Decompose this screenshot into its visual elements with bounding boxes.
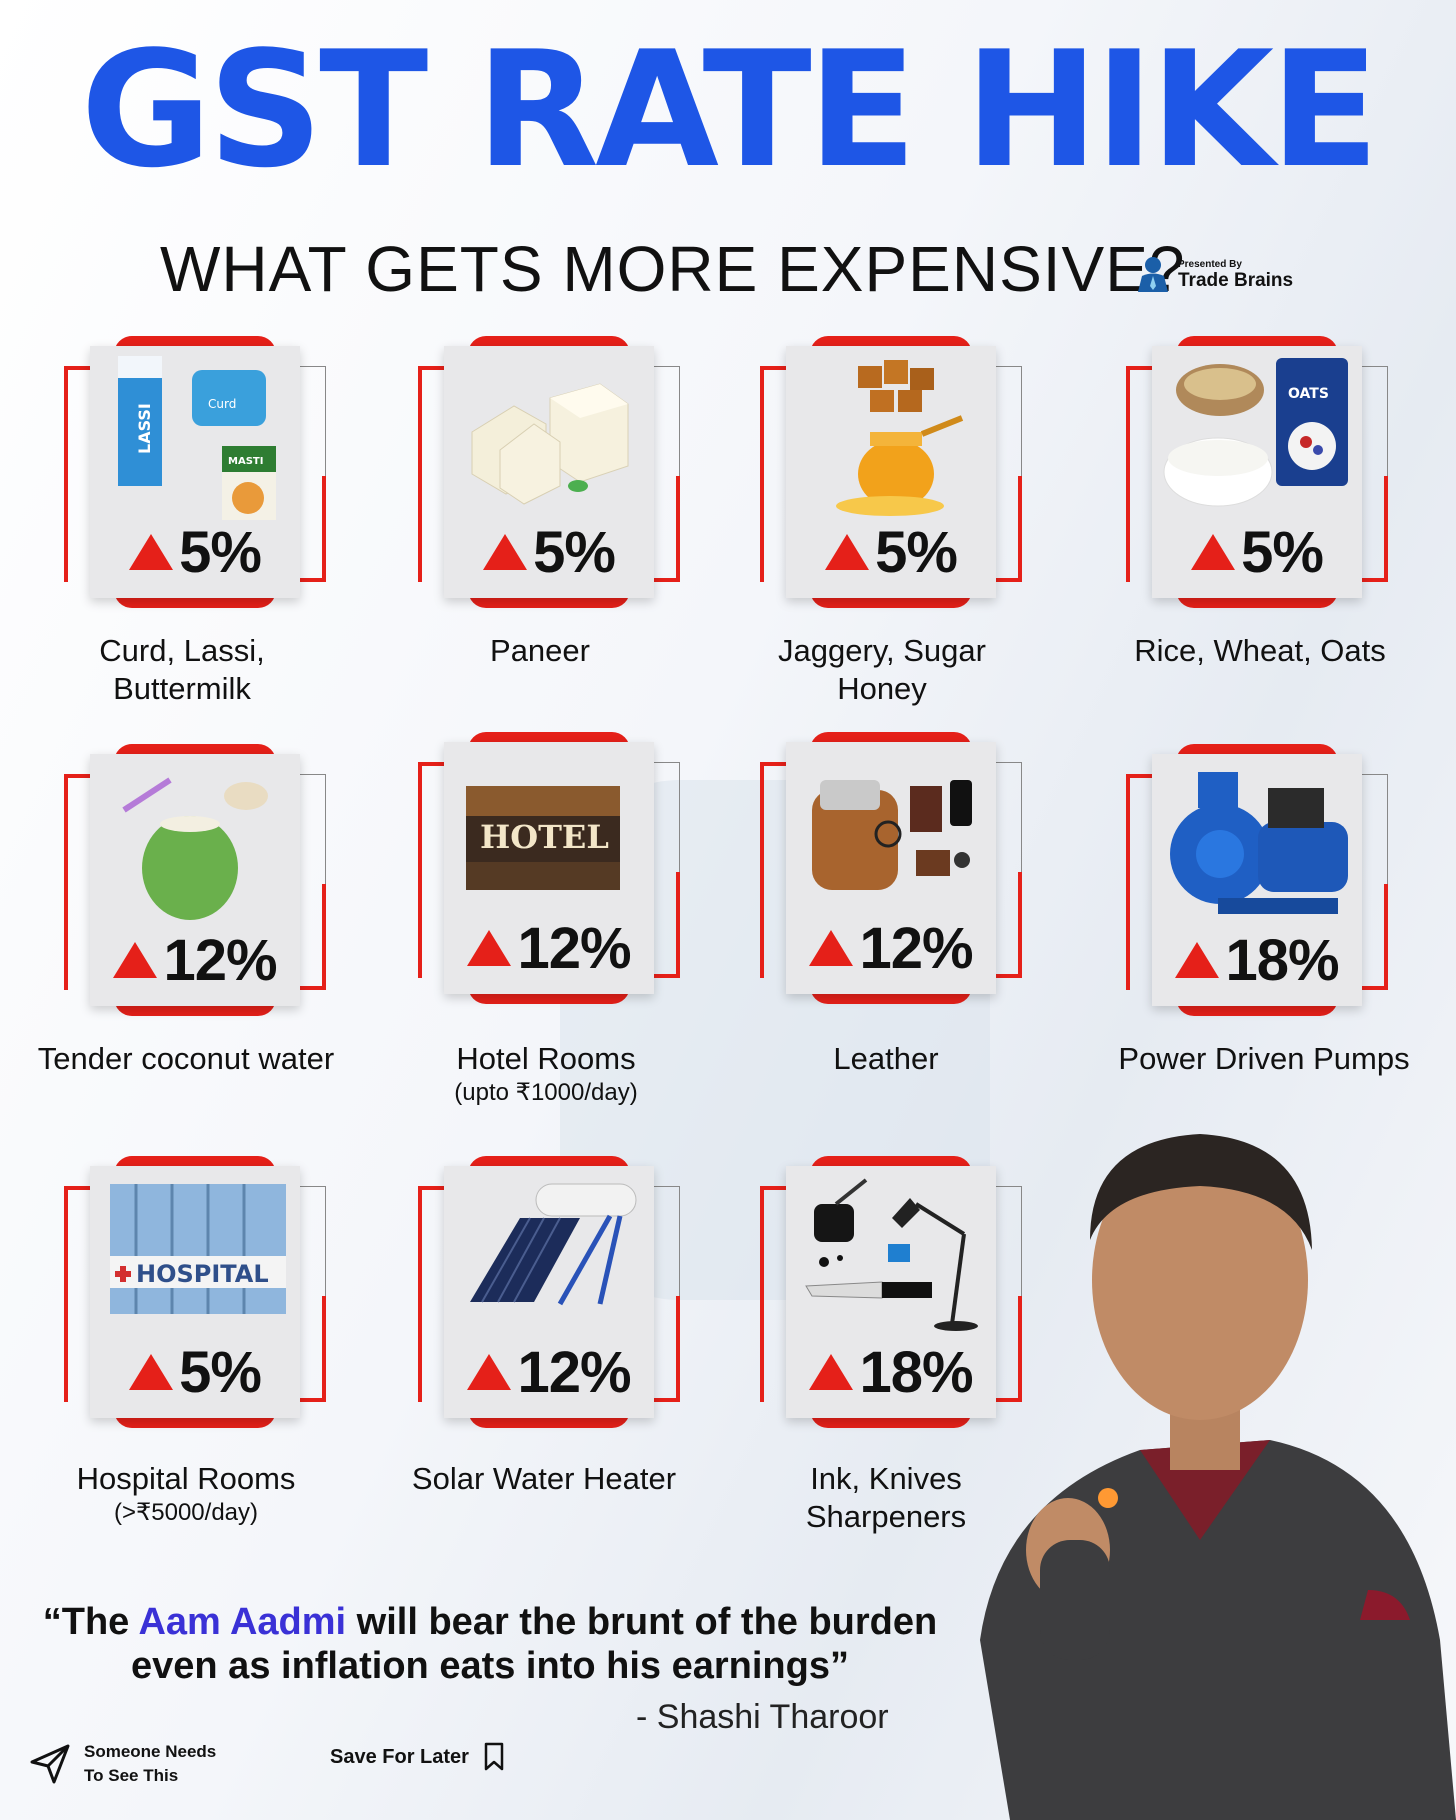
leather-bag-icon [812, 780, 972, 890]
send-icon [30, 1744, 70, 1784]
item-label-sub: (upto ₹1000/day) [454, 1079, 638, 1106]
item-label: Ink, Knives Sharpeners [805, 1461, 967, 1534]
quote-text: “The Aam Aadmi will bear the brunt of th… [40, 1600, 940, 1688]
coconut-icon [122, 777, 268, 920]
item-label-main: Hospital Rooms [76, 1461, 296, 1496]
item-card: OATS 5% [1126, 336, 1388, 608]
rate-value: 5% [1241, 519, 1324, 585]
rate-display: 12% [454, 916, 644, 981]
ink-knife-lamp-icon [805, 1178, 978, 1331]
save-button[interactable]: Save For Later [330, 1742, 505, 1772]
trade-brains-logo-icon [1138, 257, 1168, 292]
item-card: 5% [760, 336, 1022, 608]
item-label: Solar Water Heater [411, 1461, 677, 1496]
hotel-sign-icon: HOTEL [466, 786, 620, 890]
item-label: Rice, Wheat, Oats [1134, 633, 1386, 668]
rate-display: 12% [796, 916, 986, 981]
item-label: Leather [833, 1041, 939, 1076]
rate-display: 5% [796, 520, 986, 585]
item-label: Power Driven Pumps [1118, 1041, 1410, 1076]
svg-text:LASSI: LASSI [135, 403, 154, 454]
quote-attribution: - Shashi Tharoor [636, 1698, 889, 1736]
share-line-1: Someone Needs [84, 1742, 217, 1761]
share-button[interactable]: Someone Needs To See This [28, 1740, 216, 1788]
rate-value: 5% [533, 519, 616, 585]
item-card: LASSI Curd MASTI 5% [64, 336, 326, 608]
save-label: Save For Later [330, 1745, 469, 1768]
brand-name: Trade Brains [1178, 269, 1294, 291]
up-arrow-icon [483, 534, 528, 570]
item-card: 12% [760, 732, 1022, 1004]
up-arrow-icon [467, 1354, 512, 1390]
rate-value: 18% [859, 1339, 973, 1405]
up-arrow-icon [825, 534, 870, 570]
up-arrow-icon [113, 942, 158, 978]
rate-value: 12% [517, 915, 631, 981]
rate-value: 5% [875, 519, 958, 585]
up-arrow-icon [1175, 942, 1220, 978]
quote-open: “The [42, 1601, 139, 1643]
item-label: Hotel Rooms (upto ₹1000/day) [396, 1040, 696, 1108]
item-label: Curd, Lassi, Buttermilk [99, 633, 265, 706]
item-card: 5% [418, 336, 680, 608]
solar-heater-icon [470, 1183, 637, 1306]
brand-badge: Presented By Trade Brains [1136, 256, 1293, 294]
svg-text:Curd: Curd [208, 397, 236, 411]
item-card: 18% [760, 1156, 1022, 1428]
item-label: Hospital Rooms (>₹5000/day) [36, 1460, 336, 1528]
rate-display: 5% [100, 1340, 290, 1405]
up-arrow-icon [129, 534, 174, 570]
dairy-packs-icon: LASSI Curd MASTI [118, 356, 276, 520]
item-card: 18% [1126, 744, 1388, 1016]
rate-value: 5% [179, 519, 262, 585]
rate-display: 12% [100, 928, 290, 993]
paneer-cubes-icon [471, 383, 629, 505]
rate-display: 5% [100, 520, 290, 585]
rate-display: 18% [1162, 928, 1352, 993]
svg-text:HOSPITAL: HOSPITAL [136, 1260, 269, 1288]
quote-highlight: Aam Aadmi [138, 1601, 347, 1643]
item-card: HOSPITAL 5% [64, 1156, 326, 1428]
up-arrow-icon [129, 1354, 174, 1390]
item-card: 12% [64, 744, 326, 1016]
item-label-sub: (>₹5000/day) [113, 1499, 259, 1526]
speaker-photo [980, 1134, 1456, 1820]
svg-text:OATS: OATS [1288, 386, 1329, 402]
item-label: Jaggery, Sugar Honey [778, 633, 986, 706]
svg-text:MASTI: MASTI [228, 456, 263, 467]
item-label-main: Hotel Rooms [456, 1041, 636, 1076]
rate-display: 5% [454, 520, 644, 585]
hospital-building-icon: HOSPITAL [110, 1184, 286, 1314]
water-pump-icon [1170, 772, 1348, 914]
honey-jaggery-icon [836, 360, 964, 516]
up-arrow-icon [467, 930, 512, 966]
up-arrow-icon [809, 930, 854, 966]
item-label: Tender coconut water [37, 1041, 335, 1076]
item-card: HOTEL 12% [418, 732, 680, 1004]
item-card: 12% [418, 1156, 680, 1428]
rate-value: 18% [1225, 927, 1339, 993]
svg-text:HOTEL: HOTEL [480, 818, 609, 856]
item-label: Paneer [490, 633, 590, 668]
rate-display: 12% [454, 1340, 644, 1405]
page-title: GST RATE HIKE [80, 16, 1380, 203]
rate-display: 5% [1162, 520, 1352, 585]
rate-value: 12% [859, 915, 973, 981]
bookmark-icon [484, 1742, 504, 1771]
up-arrow-icon [809, 1354, 854, 1390]
rate-value: 12% [163, 927, 277, 993]
page-subtitle: WHAT GETS MORE EXPENSIVE? [160, 233, 1186, 305]
rate-value: 12% [517, 1339, 631, 1405]
quote-rest: will bear the brunt of the burden even a… [131, 1601, 938, 1687]
rate-value: 5% [179, 1339, 262, 1405]
grains-oats-icon: OATS [1163, 358, 1348, 507]
rate-display: 18% [796, 1340, 986, 1405]
up-arrow-icon [1191, 534, 1236, 570]
share-line-2: To See This [84, 1766, 179, 1785]
brand-presented-by: Presented By [1178, 258, 1242, 270]
